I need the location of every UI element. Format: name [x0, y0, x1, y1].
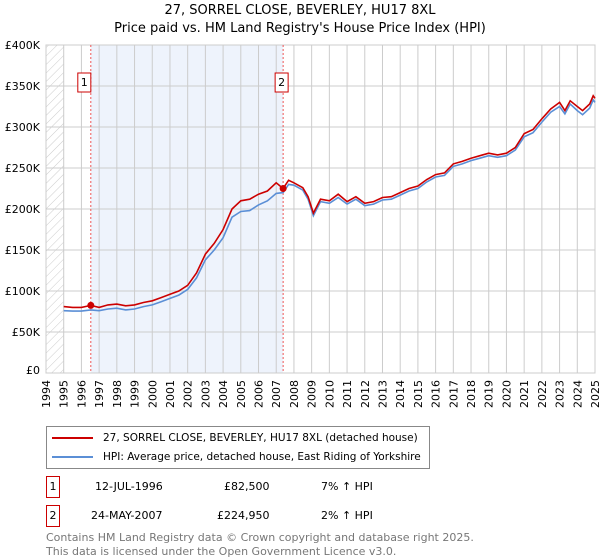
legend-label: HPI: Average price, detached house, East…: [103, 451, 421, 463]
marker-badge-label: 1: [81, 76, 88, 89]
price-chart: 1994 1995 1996 1997 1998 1999 2000 2001 2002 2003…: [5, 39, 600, 408]
y-tick-label: £50K: [12, 326, 41, 339]
series-line: [63, 98, 596, 312]
marker-badge-label: 2: [278, 76, 285, 89]
sale-point: [87, 301, 95, 309]
transaction-price: £82,500: [224, 480, 270, 493]
x-tick-label: 2012: [359, 380, 372, 408]
transaction-hpi: 2% ↑ HPI: [321, 509, 373, 522]
transaction-date: 12-JUL-1996: [95, 480, 163, 493]
y-tick-label: £250K: [5, 162, 41, 175]
transaction-badge: 1: [46, 476, 60, 498]
x-tick-label: 2021: [518, 380, 531, 408]
y-tick-label: £300K: [5, 121, 41, 134]
transaction-price: £224,950: [217, 509, 270, 522]
sale-point: [279, 185, 287, 193]
legend: 27, SORREL CLOSE, BEVERLEY, HU17 8XL (de…: [46, 426, 430, 469]
legend-swatch: [52, 456, 93, 458]
transaction-hpi: 7% ↑ HPI: [321, 480, 373, 493]
x-tick-label: 1997: [93, 380, 106, 408]
transaction-row: 2 24-MAY-2007 £224,950 2% ↑ HPI: [46, 505, 446, 527]
x-tick-label: 1996: [75, 380, 88, 408]
chart-title: 27, SORREL CLOSE, BEVERLEY, HU17 8XL: [164, 3, 436, 18]
x-tick-label: 2004: [217, 380, 230, 408]
x-tick-label: 2006: [253, 380, 266, 408]
x-tick-label: 2013: [376, 380, 389, 408]
y-tick-label: £400K: [5, 39, 41, 52]
footer-copyright: Contains HM Land Registry data © Crown c…: [46, 531, 474, 544]
legend-swatch: [52, 437, 93, 439]
legend-item-hpi: HPI: Average price, detached house, East…: [52, 449, 421, 465]
x-tick-label: 2017: [447, 380, 460, 408]
x-tick-label: 2010: [323, 380, 336, 408]
x-tick-label: 2015: [412, 380, 425, 408]
legend-label: 27, SORREL CLOSE, BEVERLEY, HU17 8XL (de…: [103, 432, 418, 444]
x-tick-label: 2022: [536, 380, 549, 408]
series-line: [63, 94, 596, 309]
x-tick-label: 1994: [40, 380, 53, 408]
marker-badge: [77, 72, 92, 93]
y-tick-label: £150K: [5, 244, 41, 257]
x-tick-label: 2008: [288, 380, 301, 408]
x-tick-label: 2009: [306, 380, 319, 408]
x-tick-label: 2000: [146, 380, 159, 408]
marker-badge: [274, 72, 289, 93]
x-tick-label: 2011: [341, 380, 354, 408]
plot-frame: [45, 44, 596, 374]
transaction-date: 24-MAY-2007: [91, 509, 163, 522]
x-tick-label: 2016: [430, 380, 443, 408]
x-tick-label: 2024: [571, 380, 584, 408]
y-tick-label: £200K: [5, 203, 41, 216]
legend-item-property: 27, SORREL CLOSE, BEVERLEY, HU17 8XL (de…: [52, 430, 418, 446]
transaction-badge: 2: [46, 505, 60, 527]
x-tick-label: 2002: [182, 380, 195, 408]
x-tick-label: 1998: [111, 380, 124, 408]
x-tick-label: 2014: [394, 380, 407, 408]
x-tick-label: 2003: [199, 380, 212, 408]
x-tick-label: 2025: [589, 380, 600, 408]
y-tick-label: £0: [26, 364, 40, 377]
x-tick-label: 2020: [500, 380, 513, 408]
x-tick-label: 2007: [270, 380, 283, 408]
x-tick-label: 2023: [554, 380, 567, 408]
x-tick-label: 1999: [129, 380, 142, 408]
x-tick-label: 1995: [58, 380, 71, 408]
x-tick-label: 2005: [235, 380, 248, 408]
x-tick-label: 2019: [483, 380, 496, 408]
footer-licence: This data is licensed under the Open Gov…: [46, 545, 397, 558]
x-tick-label: 2018: [465, 380, 478, 408]
y-tick-label: £100K: [5, 285, 41, 298]
transaction-row: 1 12-JUL-1996 £82,500 7% ↑ HPI: [46, 476, 446, 498]
x-tick-label: 2001: [164, 380, 177, 408]
y-tick-label: £350K: [5, 80, 41, 93]
chart-subtitle: Price paid vs. HM Land Registry's House …: [114, 21, 486, 36]
